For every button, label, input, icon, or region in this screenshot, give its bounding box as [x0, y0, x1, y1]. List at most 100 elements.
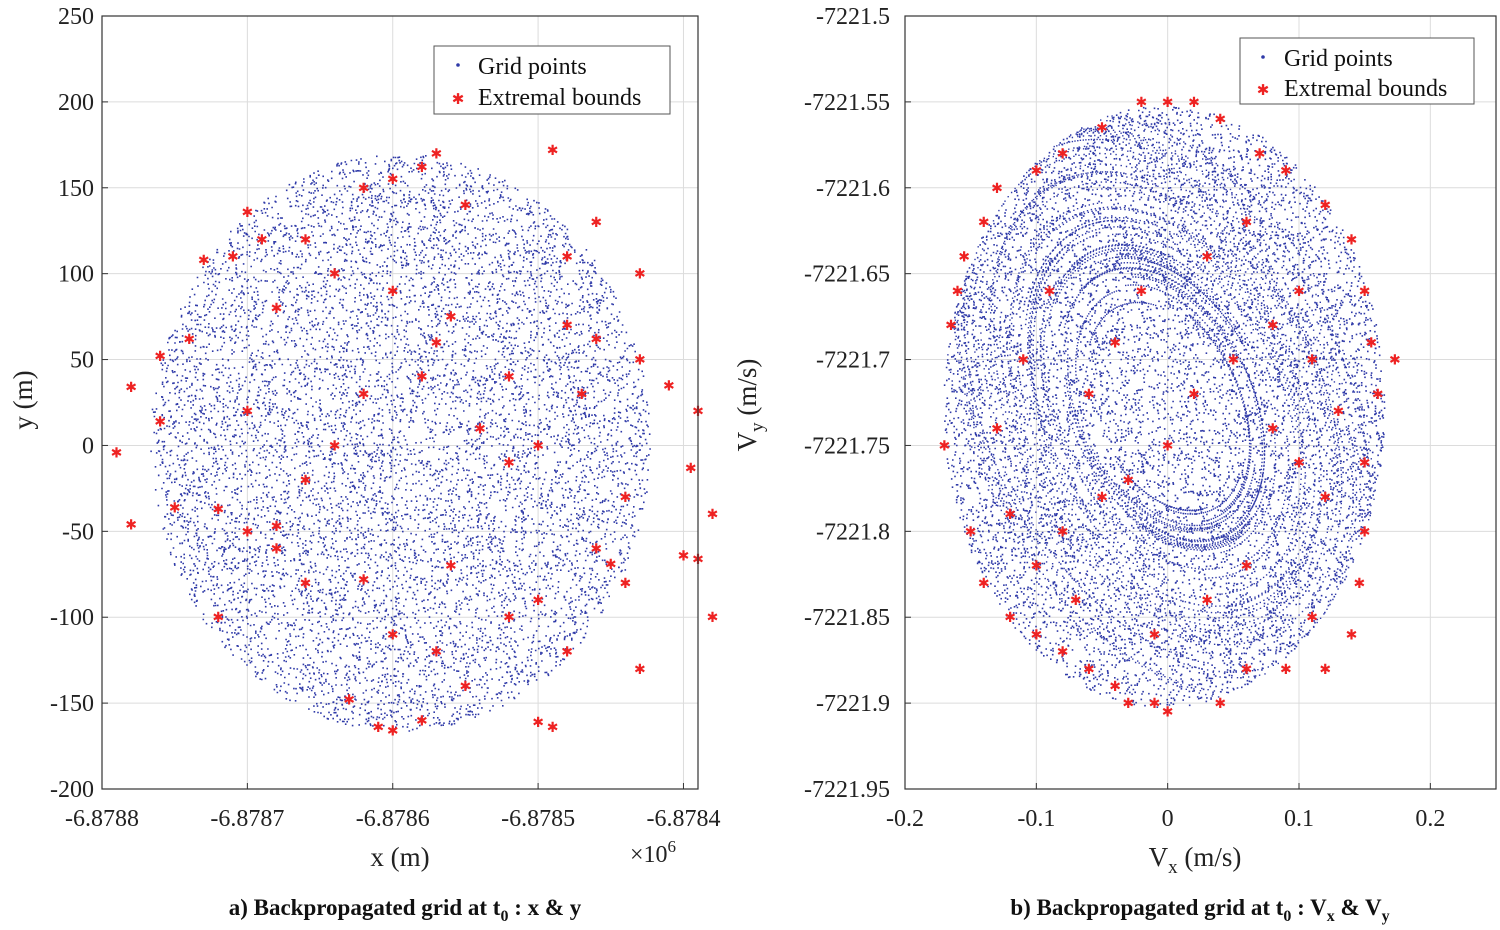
ylabel-b-sub: y — [747, 422, 768, 432]
extremal-bound-point: ✱ — [991, 182, 1003, 197]
extremal-bound-point: ✱ — [460, 680, 472, 695]
xlabel-b-rest: (m/s) — [1178, 842, 1242, 872]
extremal-bound-point: ✱ — [1149, 697, 1161, 712]
extremal-bound-point: ✱ — [1201, 594, 1213, 609]
y-tick-label: -200 — [50, 777, 94, 803]
extremal-bound-point: ✱ — [945, 319, 957, 334]
extremal-bound-point: ✱ — [1280, 663, 1292, 678]
extremal-bound-point: ✱ — [329, 268, 341, 283]
extremal-bound-point: ✱ — [1188, 96, 1200, 111]
extremal-bound-point: ✱ — [1004, 508, 1016, 523]
extremal-bound-point: ✱ — [111, 446, 123, 461]
extremal-bound-point: ✱ — [590, 333, 602, 348]
extremal-bound-point: ✱ — [1359, 457, 1371, 472]
x-tick-label: -6.8785 — [501, 806, 575, 832]
extremal-bound-point: ✱ — [1241, 663, 1253, 678]
extremal-bound-point: ✱ — [1096, 491, 1108, 506]
y-tick-label: -7221.6 — [816, 176, 890, 202]
extremal-bound-point: ✱ — [1241, 216, 1253, 231]
extremal-bound-point: ✱ — [1333, 405, 1345, 420]
panel-a-x-multiplier: ×106 — [630, 837, 676, 868]
panel-a-axes-box — [101, 15, 699, 790]
y-tick-label: -7221.85 — [804, 605, 890, 631]
extremal-bound-point: ✱ — [300, 233, 312, 248]
extremal-bound-point: ✱ — [241, 206, 253, 221]
extremal-bound-point: ✱ — [300, 474, 312, 489]
extremal-bound-point: ✱ — [707, 611, 719, 626]
extremal-bound-point: ✱ — [1346, 233, 1358, 248]
x-tick-label: -6.8788 — [65, 806, 139, 832]
x-multiplier-base: ×10 — [630, 842, 668, 868]
extremal-bound-point: ✱ — [1109, 680, 1121, 695]
extremal-bound-point: ✱ — [532, 439, 544, 454]
extremal-bound-point: ✱ — [965, 525, 977, 540]
legend-grid-points-label: Grid points — [1284, 46, 1393, 72]
extremal-bound-point: ✱ — [416, 371, 428, 386]
legend-box — [433, 45, 671, 115]
extremal-bound-point: ✱ — [1030, 560, 1042, 575]
x-tick-label: 0.2 — [1415, 806, 1445, 832]
caption-b-sub: 0 — [1283, 908, 1291, 925]
extremal-bound-point: ✱ — [619, 577, 631, 592]
extremal-bound-point: ✱ — [212, 611, 224, 626]
extremal-bound-point: ✱ — [1136, 96, 1148, 111]
extremal-bound-point: ✱ — [1057, 147, 1069, 162]
extremal-bound-point: ✱ — [1365, 336, 1377, 351]
extremal-bound-point: ✱ — [300, 577, 312, 592]
x-multiplier-exp: 6 — [668, 837, 677, 856]
y-tick-label: -7221.55 — [804, 90, 890, 116]
extremal-bound-point: ✱ — [387, 725, 399, 740]
extremal-bound-point: ✱ — [1214, 697, 1226, 712]
extremal-bound-point: ✱ — [1162, 439, 1174, 454]
extremal-bound-point: ✱ — [1057, 525, 1069, 540]
panel-a-xlabel: x (m) — [370, 842, 429, 872]
caption-b-prefix: b) Backpropagated grid at t — [1010, 895, 1283, 920]
panel-a-legend: Grid points ✱ Extremal bounds — [433, 45, 671, 115]
extremal-bound-point: ✱ — [663, 379, 675, 394]
panel-b-axes-box — [904, 15, 1497, 790]
y-tick-label: 150 — [58, 176, 94, 202]
extremal-bound-point: ✱ — [1319, 491, 1331, 506]
panel-b-chart: ✱ ✱ ✱ ✱ ✱ ✱ ✱ ✱ ✱ ✱ ✱ ✱ ✱ ✱ ✱ ✱ ✱ ✱ ✱ ✱ ✱ ✱ ✱ ✱ ✱ ✱ ✱ ✱ ✱ ✱ ✱ ✱ ✱ ✱ ✱ ✱ ✱ ✱ ✱ ✱… — [732, 4, 1497, 925]
panel-b-ylabel: Vy (m/s) — [732, 359, 768, 452]
xlabel-b-main: V — [1149, 842, 1169, 872]
extremal-bound-point: ✱ — [430, 646, 442, 661]
extremal-bound-point: ✱ — [1254, 147, 1266, 162]
extremal-bound-point: ✱ — [1359, 285, 1371, 300]
extremal-bound-point: ✱ — [532, 716, 544, 731]
legend-extremal-bounds-marker: ✱ — [1257, 83, 1270, 99]
y-tick-label: -100 — [50, 605, 94, 631]
extremal-bound-point: ✱ — [1280, 165, 1292, 180]
y-tick-label: -7221.75 — [804, 433, 890, 459]
extremal-bound-point: ✱ — [1004, 611, 1016, 626]
extremal-bound-point: ✱ — [634, 268, 646, 283]
extremal-bound-point: ✱ — [1227, 354, 1239, 369]
extremal-bound-point: ✱ — [1267, 422, 1279, 437]
panel-b-legend: Grid points ✱ Extremal bounds — [1239, 37, 1475, 105]
extremal-bound-point: ✱ — [1241, 560, 1253, 575]
extremal-bound-point: ✱ — [1354, 577, 1366, 592]
legend-extremal-bounds-label: Extremal bounds — [478, 85, 641, 111]
y-tick-label: -7221.7 — [816, 348, 890, 374]
extremal-bound-point: ✱ — [445, 560, 457, 575]
y-tick-label: 100 — [58, 262, 94, 288]
extremal-bound-point: ✱ — [154, 415, 166, 430]
extremal-bound-point: ✱ — [1083, 663, 1095, 678]
extremal-bound-point: ✱ — [1346, 628, 1358, 643]
x-tick-label: -6.8786 — [356, 806, 430, 832]
extremal-bound-point: ✱ — [1372, 388, 1384, 403]
extremal-bound-point: ✱ — [1083, 388, 1095, 403]
x-tick-label: -6.8784 — [646, 806, 720, 832]
extremal-bound-point: ✱ — [387, 285, 399, 300]
extremal-bound-point: ✱ — [241, 525, 253, 540]
x-tick-label: -6.8787 — [210, 806, 284, 832]
legend-extremal-bounds-marker: ✱ — [452, 92, 465, 108]
x-tick-label: 0.1 — [1284, 806, 1314, 832]
extremal-bound-point: ✱ — [416, 161, 428, 176]
extremal-bound-point: ✱ — [241, 405, 253, 420]
x-tick-label: -0.1 — [1017, 806, 1055, 832]
extremal-bound-point: ✱ — [939, 439, 951, 454]
extremal-bound-point: ✱ — [590, 543, 602, 558]
legend-extremal-bounds-label: Extremal bounds — [1284, 76, 1447, 102]
extremal-bound-point: ✱ — [590, 216, 602, 231]
